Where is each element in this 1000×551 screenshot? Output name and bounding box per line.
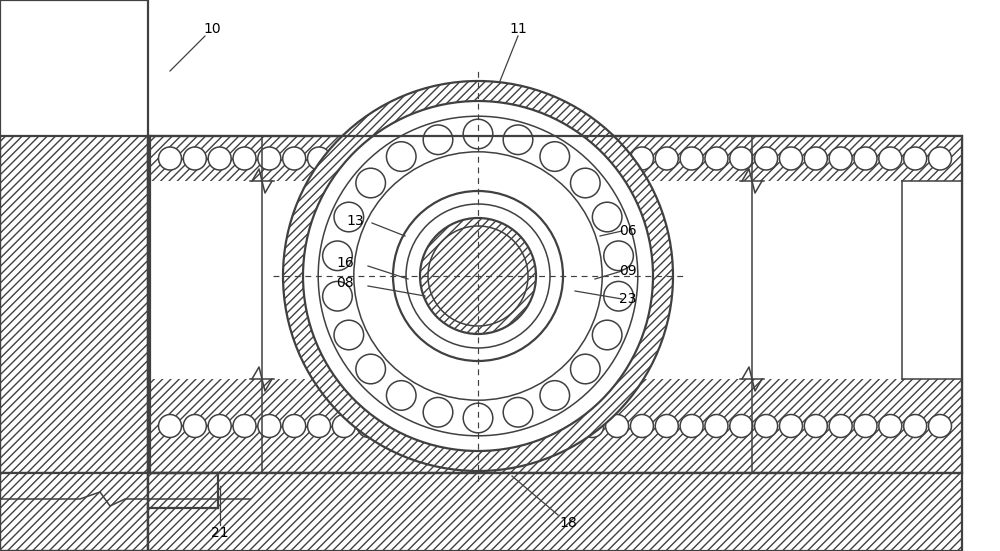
Circle shape xyxy=(755,414,778,437)
Circle shape xyxy=(463,403,493,433)
Circle shape xyxy=(854,147,877,170)
Circle shape xyxy=(829,414,852,437)
Circle shape xyxy=(928,147,951,170)
Circle shape xyxy=(382,147,405,170)
Circle shape xyxy=(233,147,256,170)
Circle shape xyxy=(323,282,352,311)
Circle shape xyxy=(332,147,355,170)
Circle shape xyxy=(356,168,385,198)
Text: 06: 06 xyxy=(619,224,637,238)
Circle shape xyxy=(283,147,306,170)
Circle shape xyxy=(779,414,802,437)
Circle shape xyxy=(393,191,563,361)
Circle shape xyxy=(705,414,728,437)
Circle shape xyxy=(303,101,653,451)
Circle shape xyxy=(258,147,281,170)
Circle shape xyxy=(804,147,827,170)
Circle shape xyxy=(308,414,331,437)
Circle shape xyxy=(382,414,405,437)
Circle shape xyxy=(556,147,579,170)
Circle shape xyxy=(680,147,703,170)
Circle shape xyxy=(386,381,416,410)
Text: 11: 11 xyxy=(509,22,527,36)
Circle shape xyxy=(506,147,529,170)
Circle shape xyxy=(730,147,753,170)
Circle shape xyxy=(531,147,554,170)
Circle shape xyxy=(556,414,579,437)
Text: 13: 13 xyxy=(346,214,364,228)
Circle shape xyxy=(357,414,380,437)
Circle shape xyxy=(540,142,570,171)
Circle shape xyxy=(356,354,385,384)
Circle shape xyxy=(655,147,678,170)
Circle shape xyxy=(540,381,570,410)
Circle shape xyxy=(423,125,453,154)
Circle shape xyxy=(183,414,206,437)
Circle shape xyxy=(604,282,633,311)
Circle shape xyxy=(581,147,604,170)
Circle shape xyxy=(258,414,281,437)
Circle shape xyxy=(183,147,206,170)
Circle shape xyxy=(630,414,653,437)
Circle shape xyxy=(334,320,364,350)
Polygon shape xyxy=(902,181,962,379)
Circle shape xyxy=(606,147,629,170)
Circle shape xyxy=(606,414,629,437)
Polygon shape xyxy=(902,136,962,181)
Circle shape xyxy=(432,147,455,170)
Circle shape xyxy=(503,397,533,427)
Circle shape xyxy=(457,147,480,170)
Circle shape xyxy=(630,147,653,170)
Polygon shape xyxy=(902,379,962,473)
Circle shape xyxy=(386,142,416,171)
Circle shape xyxy=(463,119,493,149)
Circle shape xyxy=(928,414,951,437)
Circle shape xyxy=(503,125,533,154)
Circle shape xyxy=(457,414,480,437)
Circle shape xyxy=(705,147,728,170)
Text: 09: 09 xyxy=(619,264,637,278)
Circle shape xyxy=(904,414,927,437)
Circle shape xyxy=(904,147,927,170)
Circle shape xyxy=(829,147,852,170)
Circle shape xyxy=(804,414,827,437)
Text: 23: 23 xyxy=(619,292,637,306)
Circle shape xyxy=(308,147,331,170)
Polygon shape xyxy=(148,136,962,181)
Polygon shape xyxy=(148,136,962,473)
Circle shape xyxy=(283,81,673,471)
Polygon shape xyxy=(0,136,148,473)
Circle shape xyxy=(730,414,753,437)
Circle shape xyxy=(283,414,306,437)
Circle shape xyxy=(481,414,504,437)
Circle shape xyxy=(581,414,604,437)
Circle shape xyxy=(779,147,802,170)
Circle shape xyxy=(481,147,504,170)
Polygon shape xyxy=(0,473,148,551)
Circle shape xyxy=(592,202,622,232)
Circle shape xyxy=(680,414,703,437)
Circle shape xyxy=(571,354,600,384)
Circle shape xyxy=(407,414,430,437)
Circle shape xyxy=(420,218,536,334)
Circle shape xyxy=(233,414,256,437)
Circle shape xyxy=(208,147,231,170)
Text: 10: 10 xyxy=(203,22,221,36)
Circle shape xyxy=(655,414,678,437)
Text: 08: 08 xyxy=(336,276,354,290)
Text: 18: 18 xyxy=(559,516,577,530)
Circle shape xyxy=(432,414,455,437)
Circle shape xyxy=(755,147,778,170)
Circle shape xyxy=(332,414,355,437)
Circle shape xyxy=(357,147,380,170)
Circle shape xyxy=(604,241,633,271)
Circle shape xyxy=(854,414,877,437)
Circle shape xyxy=(323,241,352,271)
Circle shape xyxy=(208,414,231,437)
Circle shape xyxy=(592,320,622,350)
Text: 21: 21 xyxy=(211,526,229,540)
Circle shape xyxy=(506,414,529,437)
Circle shape xyxy=(407,147,430,170)
Circle shape xyxy=(879,147,902,170)
